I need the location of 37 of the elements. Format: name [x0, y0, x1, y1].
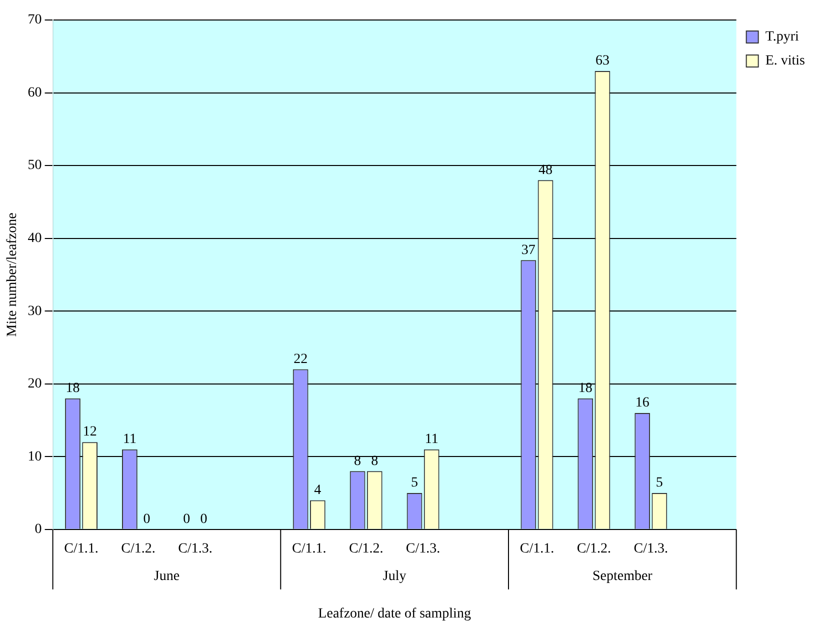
data-label: 5 [411, 476, 418, 491]
y-tick-label: 30 [28, 304, 42, 319]
y-tick-label: 50 [28, 158, 42, 174]
data-label: 4 [314, 482, 322, 498]
x-axis-title: Leafzone/ date of sampling [318, 606, 471, 622]
data-label: 0 [200, 512, 208, 528]
data-label: 63 [595, 54, 610, 69]
x-tick-label: C/1.3. [406, 541, 440, 556]
legend-label: E. vitis [765, 54, 806, 69]
data-label: 22 [294, 352, 308, 367]
data-label: 16 [635, 396, 650, 411]
x-tick-label: C/1.2. [121, 541, 156, 556]
data-label: 12 [82, 424, 97, 440]
x-tick-label: C/1.3. [634, 541, 668, 556]
text: June [154, 569, 180, 584]
data-label: 5 [656, 476, 663, 491]
data-label: 11 [424, 432, 438, 448]
x-tick-label: C/1.1. [292, 541, 326, 556]
y-axis-title: Mite number/leafzone [5, 212, 20, 337]
data-label: 37 [521, 242, 536, 258]
data-label: 11 [122, 432, 136, 448]
data-label: 0 [183, 512, 190, 528]
x-tick-label: C/1.2. [576, 541, 612, 556]
y-tick-label: 20 [28, 376, 42, 392]
text: September [592, 569, 653, 584]
y-tick-label: 40 [28, 230, 42, 246]
data-label: 0 [143, 512, 150, 528]
y-tick-label: 60 [28, 85, 42, 100]
y-tick-label: 10 [28, 449, 42, 464]
y-tick-label: 0 [34, 522, 42, 538]
x-tick-label: C/1.3. [178, 541, 212, 556]
x-tick-label: C/1.1. [520, 541, 554, 556]
y-tick-label: 70 [28, 12, 42, 28]
x-tick-label: C/1.2. [348, 541, 384, 556]
x-tick-label: C/1.1. [64, 541, 98, 556]
text: July [382, 569, 406, 584]
legend-label: T.pyri [765, 30, 800, 45]
